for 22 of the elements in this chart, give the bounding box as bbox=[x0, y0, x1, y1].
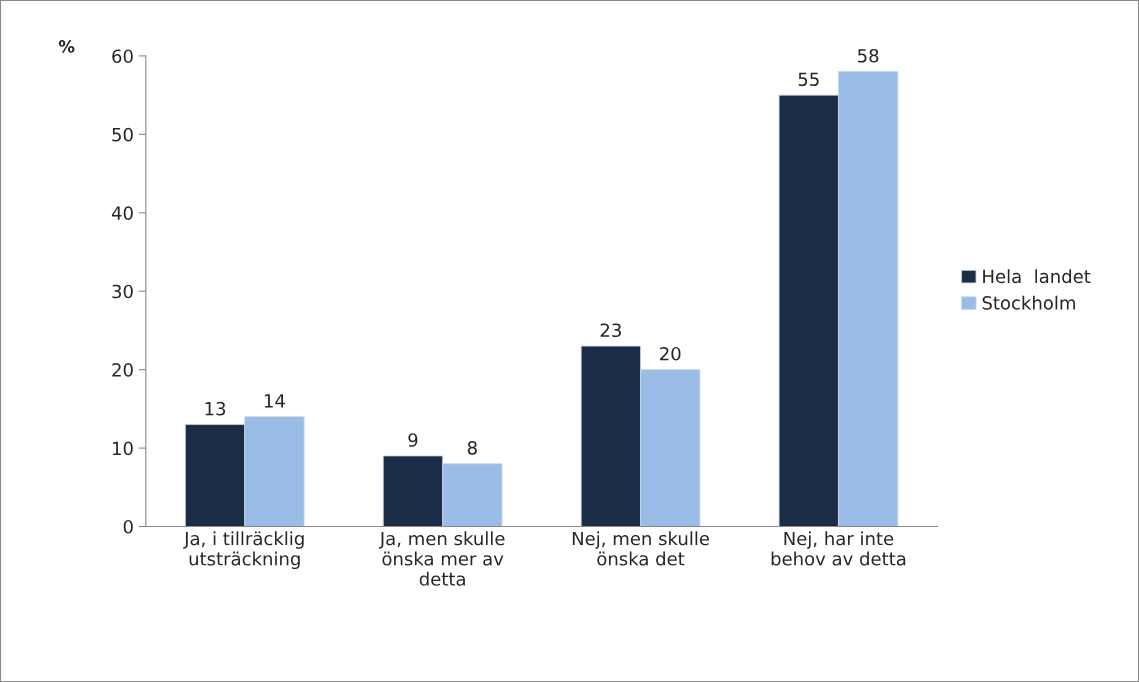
y-tick-label: 50 bbox=[112, 127, 133, 142]
data-label: 20 bbox=[660, 346, 681, 361]
x-tick-label: Nej, men skulle önska det bbox=[572, 531, 710, 566]
y-axis-title: % bbox=[58, 40, 75, 53]
data-label: 23 bbox=[600, 323, 621, 338]
legend-label: Stockholm bbox=[982, 295, 1075, 310]
data-label: 13 bbox=[205, 401, 226, 416]
legend-label: Hela landet bbox=[983, 269, 1091, 284]
y-tick-label: 60 bbox=[112, 49, 133, 64]
y-tick-label: 40 bbox=[111, 206, 133, 220]
data-label: 55 bbox=[798, 72, 819, 87]
x-tick-label: Ja, men skulle önska mer av detta bbox=[378, 531, 505, 586]
data-label: 8 bbox=[467, 441, 477, 455]
data-label: 9 bbox=[408, 433, 418, 447]
data-label: 58 bbox=[858, 48, 879, 63]
data-label: 14 bbox=[264, 394, 285, 408]
y-tick-label: 10 bbox=[112, 441, 133, 456]
y-tick-label: 0 bbox=[123, 519, 133, 534]
y-tick-label: 20 bbox=[112, 363, 133, 377]
x-tick-label: Nej, har inte behov av detta bbox=[771, 531, 906, 566]
y-tick-label: 30 bbox=[112, 284, 133, 299]
x-tick-label: Ja, i tillräcklig utsträckning bbox=[183, 531, 304, 570]
